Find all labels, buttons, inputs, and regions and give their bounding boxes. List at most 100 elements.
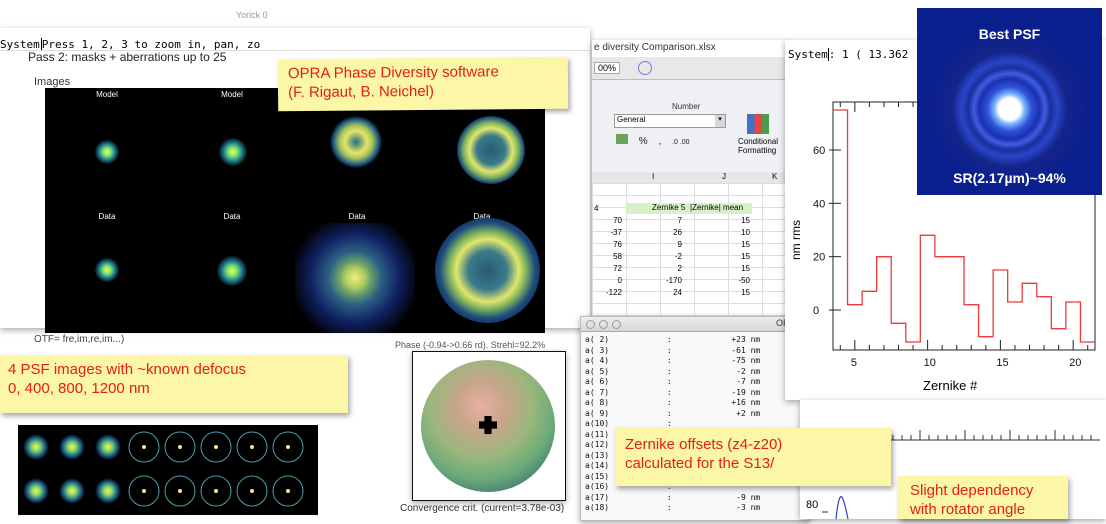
excel-cell[interactable]: 24	[673, 288, 682, 297]
excel-cell[interactable]: 0	[617, 276, 622, 285]
zernike-mean-header: |Zernike| mean	[686, 203, 752, 214]
data-label-3: Data	[348, 212, 366, 221]
images-label: Images	[34, 76, 71, 88]
phase-map-panel	[412, 351, 566, 501]
otf-strip-graphic	[23, 431, 304, 507]
psf-model-1	[95, 140, 119, 164]
otf-strips	[18, 425, 318, 515]
coefficient-value: +2 nm	[736, 408, 761, 418]
excel-window: e diversity Comparison.xlsx 00% Number G…	[592, 40, 789, 323]
otf-spot	[128, 431, 160, 463]
excel-toolbar: 00%	[592, 57, 789, 80]
psf-model-2	[219, 138, 247, 166]
coefficient-label: a(11)	[585, 429, 610, 439]
excel-cell[interactable]: -37	[610, 228, 622, 237]
data-label-1: Data	[98, 212, 116, 221]
excel-cell[interactable]: 15	[741, 288, 750, 297]
note-zernike-line1: Zernike offsets (z4-z20)	[625, 436, 783, 453]
separator: :	[609, 356, 711, 365]
psf-image-grid: Model Model Data Data Data Data	[45, 88, 545, 333]
zernike-coefficient-row: a( 4) : -75 nm	[585, 356, 760, 365]
excel-cell[interactable]: 2	[677, 264, 682, 273]
plot-command-line[interactable]: System: 1 ( 13.362	[788, 48, 908, 61]
separator: :	[609, 398, 711, 407]
conditional-formatting-icon[interactable]	[747, 114, 769, 134]
command-prefix: System	[0, 38, 42, 51]
coefficient-label: a(14)	[585, 461, 610, 470]
psf-data-3	[295, 223, 415, 333]
excel-cell[interactable]: 15	[741, 240, 750, 249]
toolbar-circle-icon[interactable]	[638, 61, 652, 75]
otf-core	[142, 489, 146, 493]
coefficient-value: -3 nm	[736, 503, 761, 512]
separator: :	[609, 503, 711, 512]
excel-cell[interactable]: -122	[605, 288, 622, 297]
otf-spot	[236, 431, 268, 463]
y-axis-label: nm rms	[789, 220, 803, 260]
yorick-command-line[interactable]: System Press 1, 2, 3 to zoom in, pan, zo	[0, 38, 590, 51]
otf-core	[286, 445, 290, 449]
excel-cell[interactable]: 15	[741, 264, 750, 273]
otf-core	[214, 445, 218, 449]
coefficient-value: -7 nm	[736, 377, 761, 386]
note-rotator-line2: with rotator angle	[910, 500, 1026, 518]
excel-cell[interactable]: 9	[677, 240, 682, 249]
otf-spot	[59, 434, 85, 460]
opra-window: OPRA a( 2) : +23 nma( 3) : -61 nma( 4) :…	[580, 316, 810, 521]
note-opra-line1: OPRA Phase Diversity software	[287, 63, 499, 83]
coefficient-label: a( 8)	[585, 398, 610, 407]
coefficient-label: a(10)	[585, 419, 610, 428]
model-label-1: Model	[96, 90, 118, 99]
coefficient-label: a( 2)	[585, 335, 610, 344]
note-psf-line2: 0, 400, 800, 1200 nm	[8, 379, 150, 397]
otf-spot	[272, 431, 304, 463]
excel-cell[interactable]: -170	[665, 276, 682, 285]
note-opra-software: OPRA Phase Diversity software (F. Rigaut…	[277, 56, 569, 112]
data-label-2: Data	[223, 212, 241, 221]
psf-data-1	[95, 258, 119, 282]
otf-spot	[164, 431, 196, 463]
zernike-coefficient-row: a(18) : -3 nm	[585, 503, 760, 512]
note-zernike-line2: calculated for the S13/	[625, 454, 775, 472]
zernike-coefficient-row: a( 5) : -2 nm	[585, 367, 760, 376]
excel-cell[interactable]: 15	[741, 252, 750, 261]
column-letter-k: K	[772, 172, 778, 181]
zernike-coefficient-row: a( 7) : -19 nm	[585, 388, 760, 397]
otf-core	[214, 489, 218, 493]
note-opra-line2: (F. Rigaut, B. Neichel)	[287, 82, 435, 101]
minimize-icon[interactable]	[599, 320, 608, 329]
excel-cell[interactable]: 70	[613, 216, 622, 225]
coefficient-label: a( 3)	[585, 345, 610, 355]
coefficient-label: a(13)	[585, 450, 610, 460]
excel-cell[interactable]: -50	[738, 276, 750, 285]
excel-cell[interactable]: 7	[677, 216, 682, 225]
plot-command-text: : 1 ( 13.362	[828, 48, 909, 61]
coefficient-value: -19 nm	[731, 387, 761, 397]
note-rotator-line1: Slight dependency	[910, 482, 1034, 499]
coefficient-label: a( 7)	[585, 387, 610, 397]
number-format-select[interactable]: General ▾	[614, 114, 726, 128]
excel-cell[interactable]: 26	[673, 228, 682, 237]
excel-cell[interactable]: 10	[741, 228, 750, 237]
excel-cell[interactable]: 58	[613, 252, 622, 261]
model-label-2: Model	[221, 90, 243, 99]
zoom-icon[interactable]	[612, 320, 621, 329]
zernike-coefficient-row: a(10) :	[585, 419, 760, 428]
otf-core	[250, 489, 254, 493]
percent-button[interactable]: % , .0 .00	[616, 134, 716, 148]
excel-cell[interactable]: 76	[613, 240, 622, 249]
separator: :	[609, 335, 711, 344]
separator: :	[609, 492, 711, 502]
coefficient-value: +16 nm	[731, 398, 761, 407]
close-icon[interactable]	[586, 320, 595, 329]
rotator-y-tick: 80	[806, 499, 818, 511]
zoom-field[interactable]: 00%	[594, 62, 621, 74]
otf-core	[178, 489, 182, 493]
excel-cell[interactable]: 72	[613, 264, 622, 273]
psf-data-4	[435, 218, 540, 323]
ribbon-group-label: Number	[672, 102, 701, 111]
excel-cell[interactable]: -2	[674, 252, 682, 261]
psf-data-2	[217, 256, 247, 286]
zernike-coefficient-row: a(17) : -9 nm	[585, 493, 760, 502]
excel-cell[interactable]: 15	[741, 216, 750, 225]
